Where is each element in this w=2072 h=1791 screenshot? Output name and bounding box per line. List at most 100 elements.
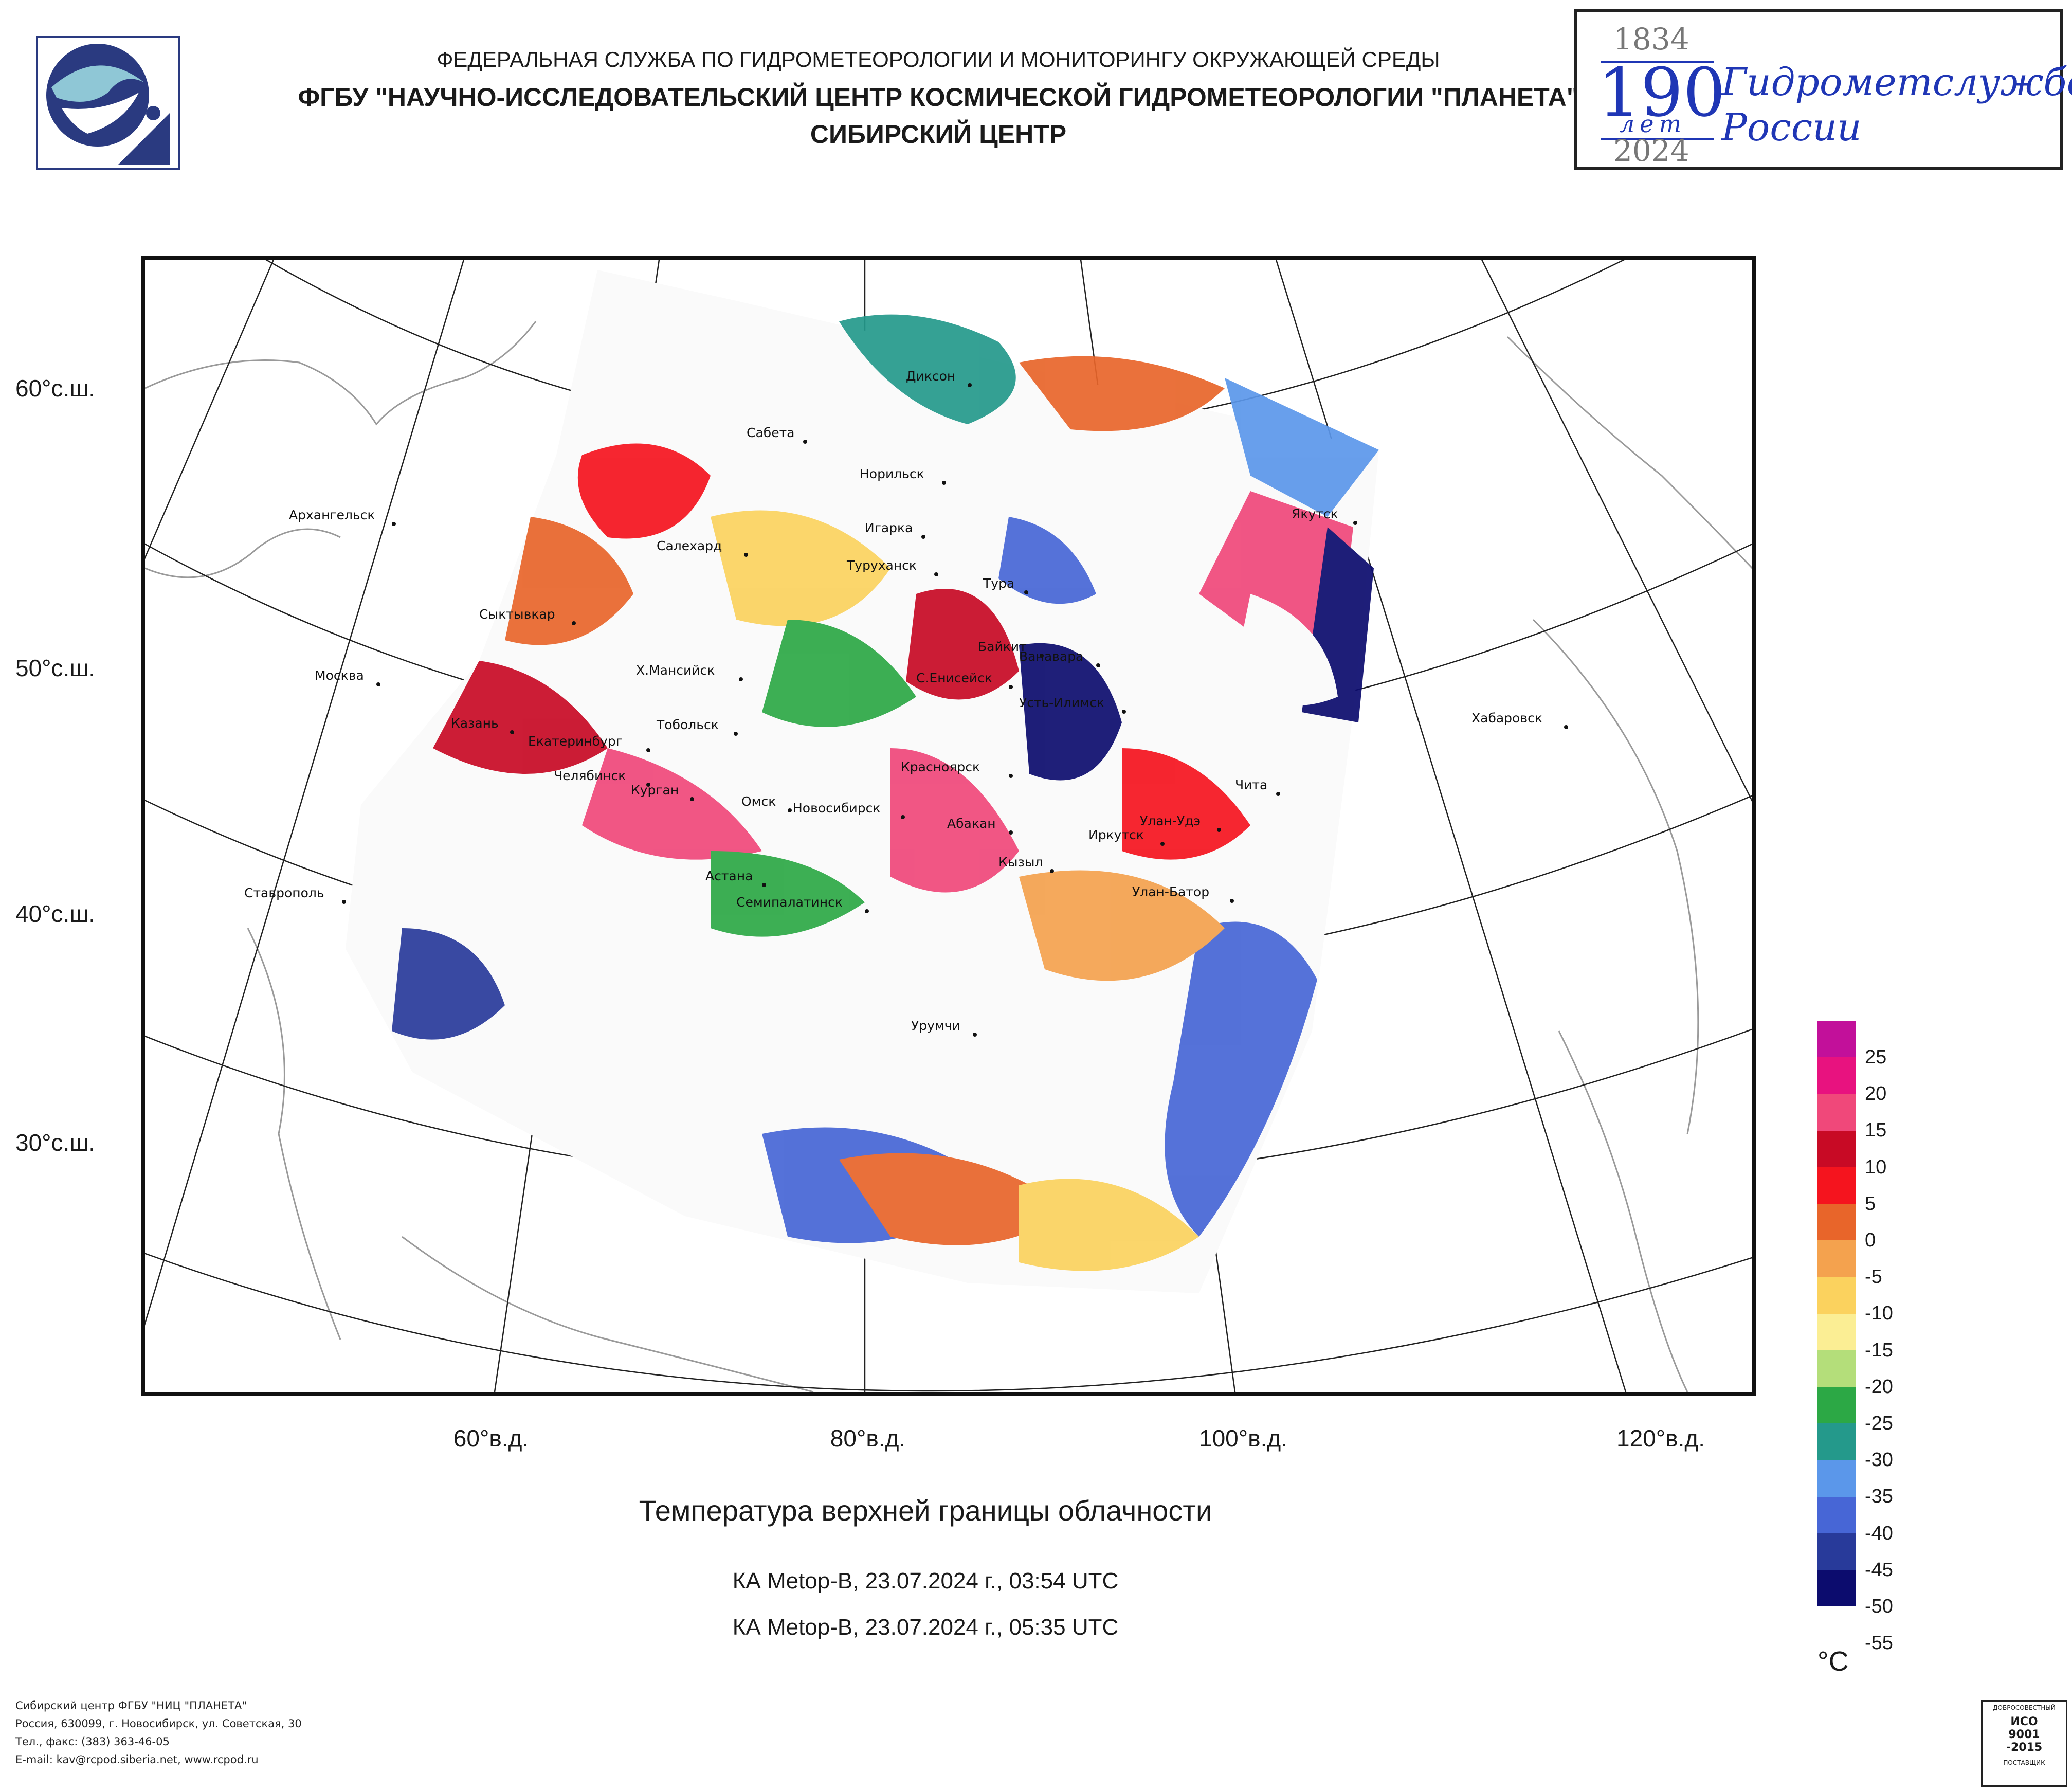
legend-label: 0 <box>1865 1229 1876 1251</box>
city-label: Туруханск <box>847 558 917 573</box>
city-label: Усть-Илимск <box>1019 695 1104 710</box>
map-canvas <box>145 260 1752 1392</box>
lon-label-80: 80°в.д. <box>830 1425 906 1452</box>
city-dot <box>690 797 694 801</box>
lat-label-30: 30°с.ш. <box>15 1129 96 1156</box>
city-label: Хабаровск <box>1471 711 1542 726</box>
iso-badge-top: ДОБРОСОВЕСТНЫЙ <box>1993 1704 2056 1711</box>
legend-swatch <box>1817 1204 1856 1241</box>
city-label: Игарка <box>865 520 913 535</box>
legend-label: -30 <box>1865 1449 1893 1471</box>
header-center: СИБИРСКИЙ ЦЕНТР <box>810 120 1067 149</box>
legend-swatch <box>1817 1167 1856 1204</box>
anniversary-year-start: 1834 <box>1613 22 1689 57</box>
city-label: Норильск <box>860 466 924 481</box>
legend-swatch <box>1817 1460 1856 1497</box>
city-dot <box>392 522 396 526</box>
legend-label: -10 <box>1865 1302 1893 1325</box>
subtitle-pass-2: КА Metop-B, 23.07.2024 г., 05:35 UTC <box>732 1615 1119 1640</box>
legend-swatch <box>1817 1021 1856 1058</box>
iso-badge-bottom: ПОСТАВЩИК <box>2003 1759 2045 1766</box>
legend-swatch <box>1817 1313 1856 1350</box>
legend-swatch <box>1817 1277 1856 1314</box>
city-dot <box>376 682 380 686</box>
city-label: Тура <box>983 576 1015 591</box>
legend-swatch <box>1817 1496 1856 1533</box>
city-label: Иркутск <box>1088 827 1144 842</box>
city-dot <box>1009 774 1013 778</box>
planeta-logo <box>36 36 180 170</box>
legend-label: -55 <box>1865 1632 1893 1654</box>
subtitle-pass-1: КА Metop-B, 23.07.2024 г., 03:54 UTC <box>732 1568 1119 1594</box>
city-label: Улан-Батор <box>1132 884 1210 899</box>
legend-unit: °C <box>1817 1646 1849 1677</box>
city-dot <box>744 553 748 557</box>
legend-swatch <box>1817 1570 1856 1607</box>
city-dot <box>739 677 743 681</box>
city-dot <box>342 900 346 904</box>
city-label: Семипалатинск <box>736 895 843 910</box>
anniversary-badge: 1834 190 лет 2024 Гидрометслужбе России <box>1574 9 2072 170</box>
map-title: Температура верхней границы облачности <box>639 1494 1212 1527</box>
legend-swatch <box>1817 1387 1856 1424</box>
city-label: С.Енисейск <box>916 671 993 685</box>
city-label: Кызыл <box>998 855 1043 870</box>
city-label: Ванавара <box>1019 649 1084 664</box>
legend-swatch <box>1817 1423 1856 1460</box>
city-label: Диксон <box>906 369 956 384</box>
city-dot <box>901 815 905 819</box>
header-institute: ФГБУ "НАУЧНО-ИССЛЕДОВАТЕЛЬСКИЙ ЦЕНТР КОС… <box>298 83 1579 112</box>
city-dot <box>734 732 738 736</box>
legend-label: -50 <box>1865 1596 1893 1617</box>
legend-swatch <box>1817 1350 1856 1387</box>
legend-label: -45 <box>1865 1559 1893 1581</box>
legend-label: -15 <box>1865 1339 1893 1361</box>
city-dot <box>1009 830 1013 835</box>
city-dot <box>1122 710 1126 714</box>
legend-label: 25 <box>1865 1046 1887 1068</box>
city-dot <box>1230 899 1234 903</box>
city-label: Сыктывкар <box>479 607 555 622</box>
city-dot <box>510 730 514 734</box>
legend-swatch <box>1817 1533 1856 1570</box>
city-dot <box>865 909 869 913</box>
anniversary-text: Гидрометслужбе России <box>1721 60 2072 150</box>
city-dot <box>803 440 807 444</box>
city-dot <box>973 1033 977 1037</box>
header-agency: ФЕДЕРАЛЬНАЯ СЛУЖБА ПО ГИДРОМЕТЕОРОЛОГИИ … <box>437 47 1440 71</box>
legend-label: 5 <box>1865 1192 1876 1215</box>
city-dot <box>942 481 946 485</box>
legend-label: -20 <box>1865 1376 1893 1398</box>
city-dot <box>968 383 972 387</box>
city-label: Астана <box>705 869 753 883</box>
anniversary-year-end: 2024 <box>1613 133 1689 168</box>
anniversary-text-line1: Гидрометслужбе <box>1721 60 2072 104</box>
legend-label: -35 <box>1865 1486 1893 1508</box>
city-dot <box>1024 590 1028 594</box>
iso-badge-line2: 9001 <box>2008 1728 2040 1741</box>
lon-label-60: 60°в.д. <box>453 1425 529 1452</box>
legend-swatch <box>1817 1094 1856 1131</box>
city-label: Омск <box>741 794 776 809</box>
anniversary-years-word: лет <box>1620 110 1687 138</box>
legend-label: 15 <box>1865 1119 1887 1142</box>
anniversary-rule-bottom <box>1601 138 1714 140</box>
legend-swatch <box>1817 1240 1856 1277</box>
city-label: Х.Мансийск <box>636 663 715 678</box>
city-dot <box>646 748 650 752</box>
anniversary-years: 190 <box>1598 53 1726 132</box>
city-label: Урумчи <box>911 1018 960 1033</box>
city-dot <box>1217 828 1221 832</box>
satellite-map: Диксон Сабета Норильск Архангельск Якутск Сал… <box>141 256 1756 1396</box>
city-label: Якутск <box>1292 506 1338 521</box>
city-label: Екатеринбург <box>528 734 623 749</box>
city-dot <box>646 783 650 787</box>
city-label: Москва <box>315 668 364 683</box>
footer-address: Россия, 630099, г. Новосибирск, ул. Сове… <box>15 1717 302 1730</box>
city-label: Сабета <box>747 425 795 440</box>
city-label: Чита <box>1235 777 1268 792</box>
lat-label-50: 50°с.ш. <box>15 655 96 681</box>
anniversary-rule-top <box>1601 61 1714 63</box>
city-dot <box>1276 792 1280 796</box>
city-label: Ставрополь <box>244 885 324 900</box>
